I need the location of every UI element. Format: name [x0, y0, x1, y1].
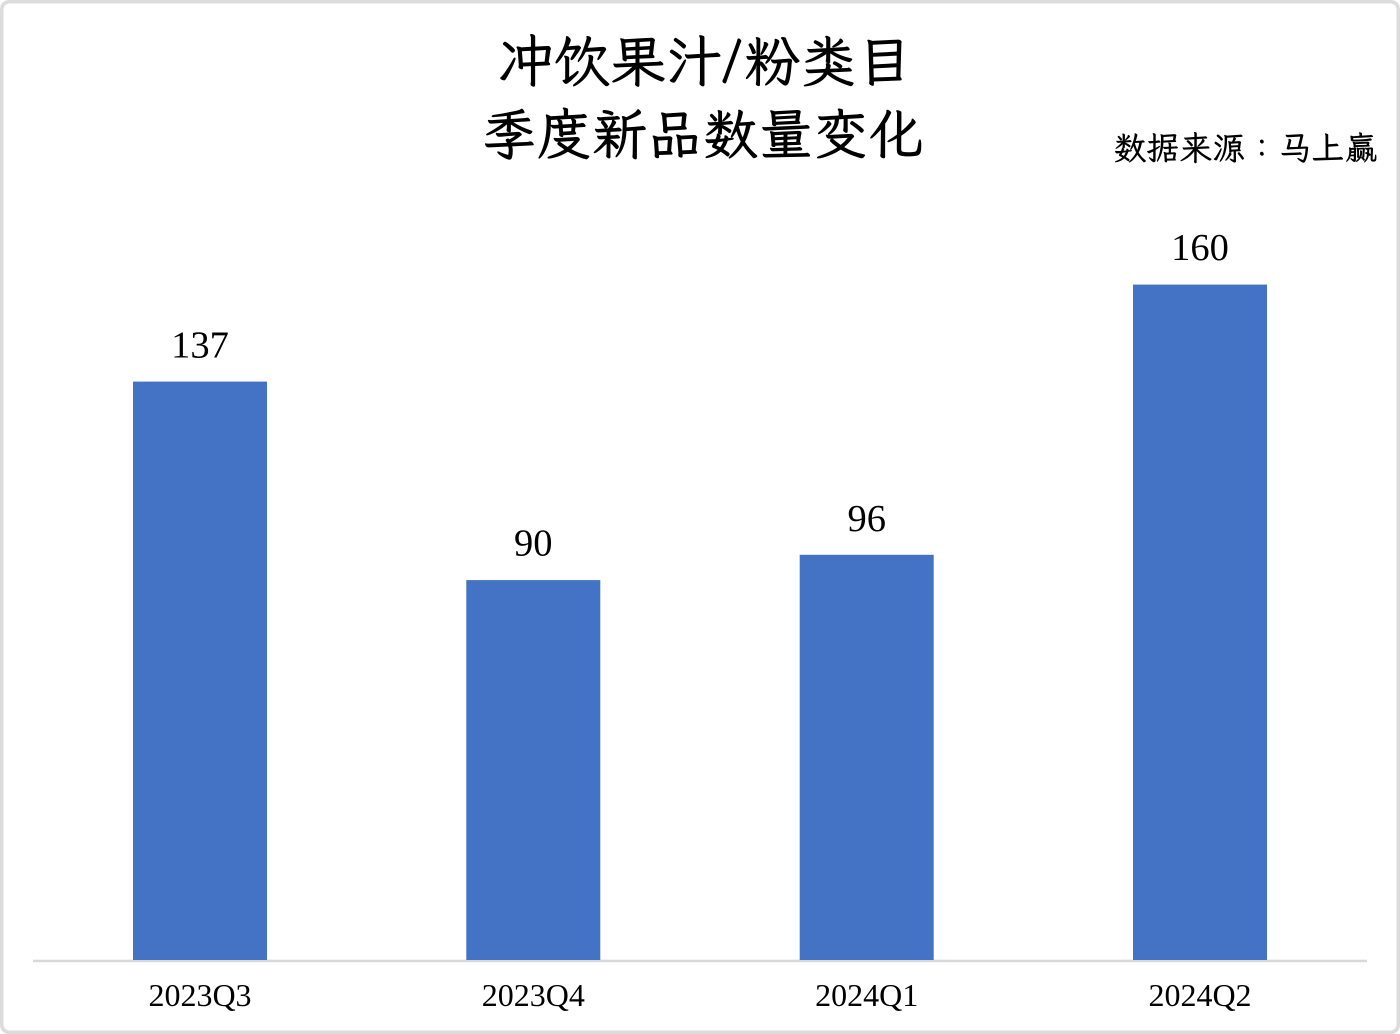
svg-text:90: 90	[514, 523, 553, 565]
svg-text:2023Q4: 2023Q4	[482, 977, 585, 1013]
svg-text:2024Q2: 2024Q2	[1148, 977, 1251, 1013]
svg-text:137: 137	[171, 325, 229, 367]
svg-text:160: 160	[1171, 227, 1229, 269]
svg-text:2023Q3: 2023Q3	[148, 977, 251, 1013]
svg-text:2024Q1: 2024Q1	[815, 977, 918, 1013]
svg-text:96: 96	[847, 498, 886, 540]
